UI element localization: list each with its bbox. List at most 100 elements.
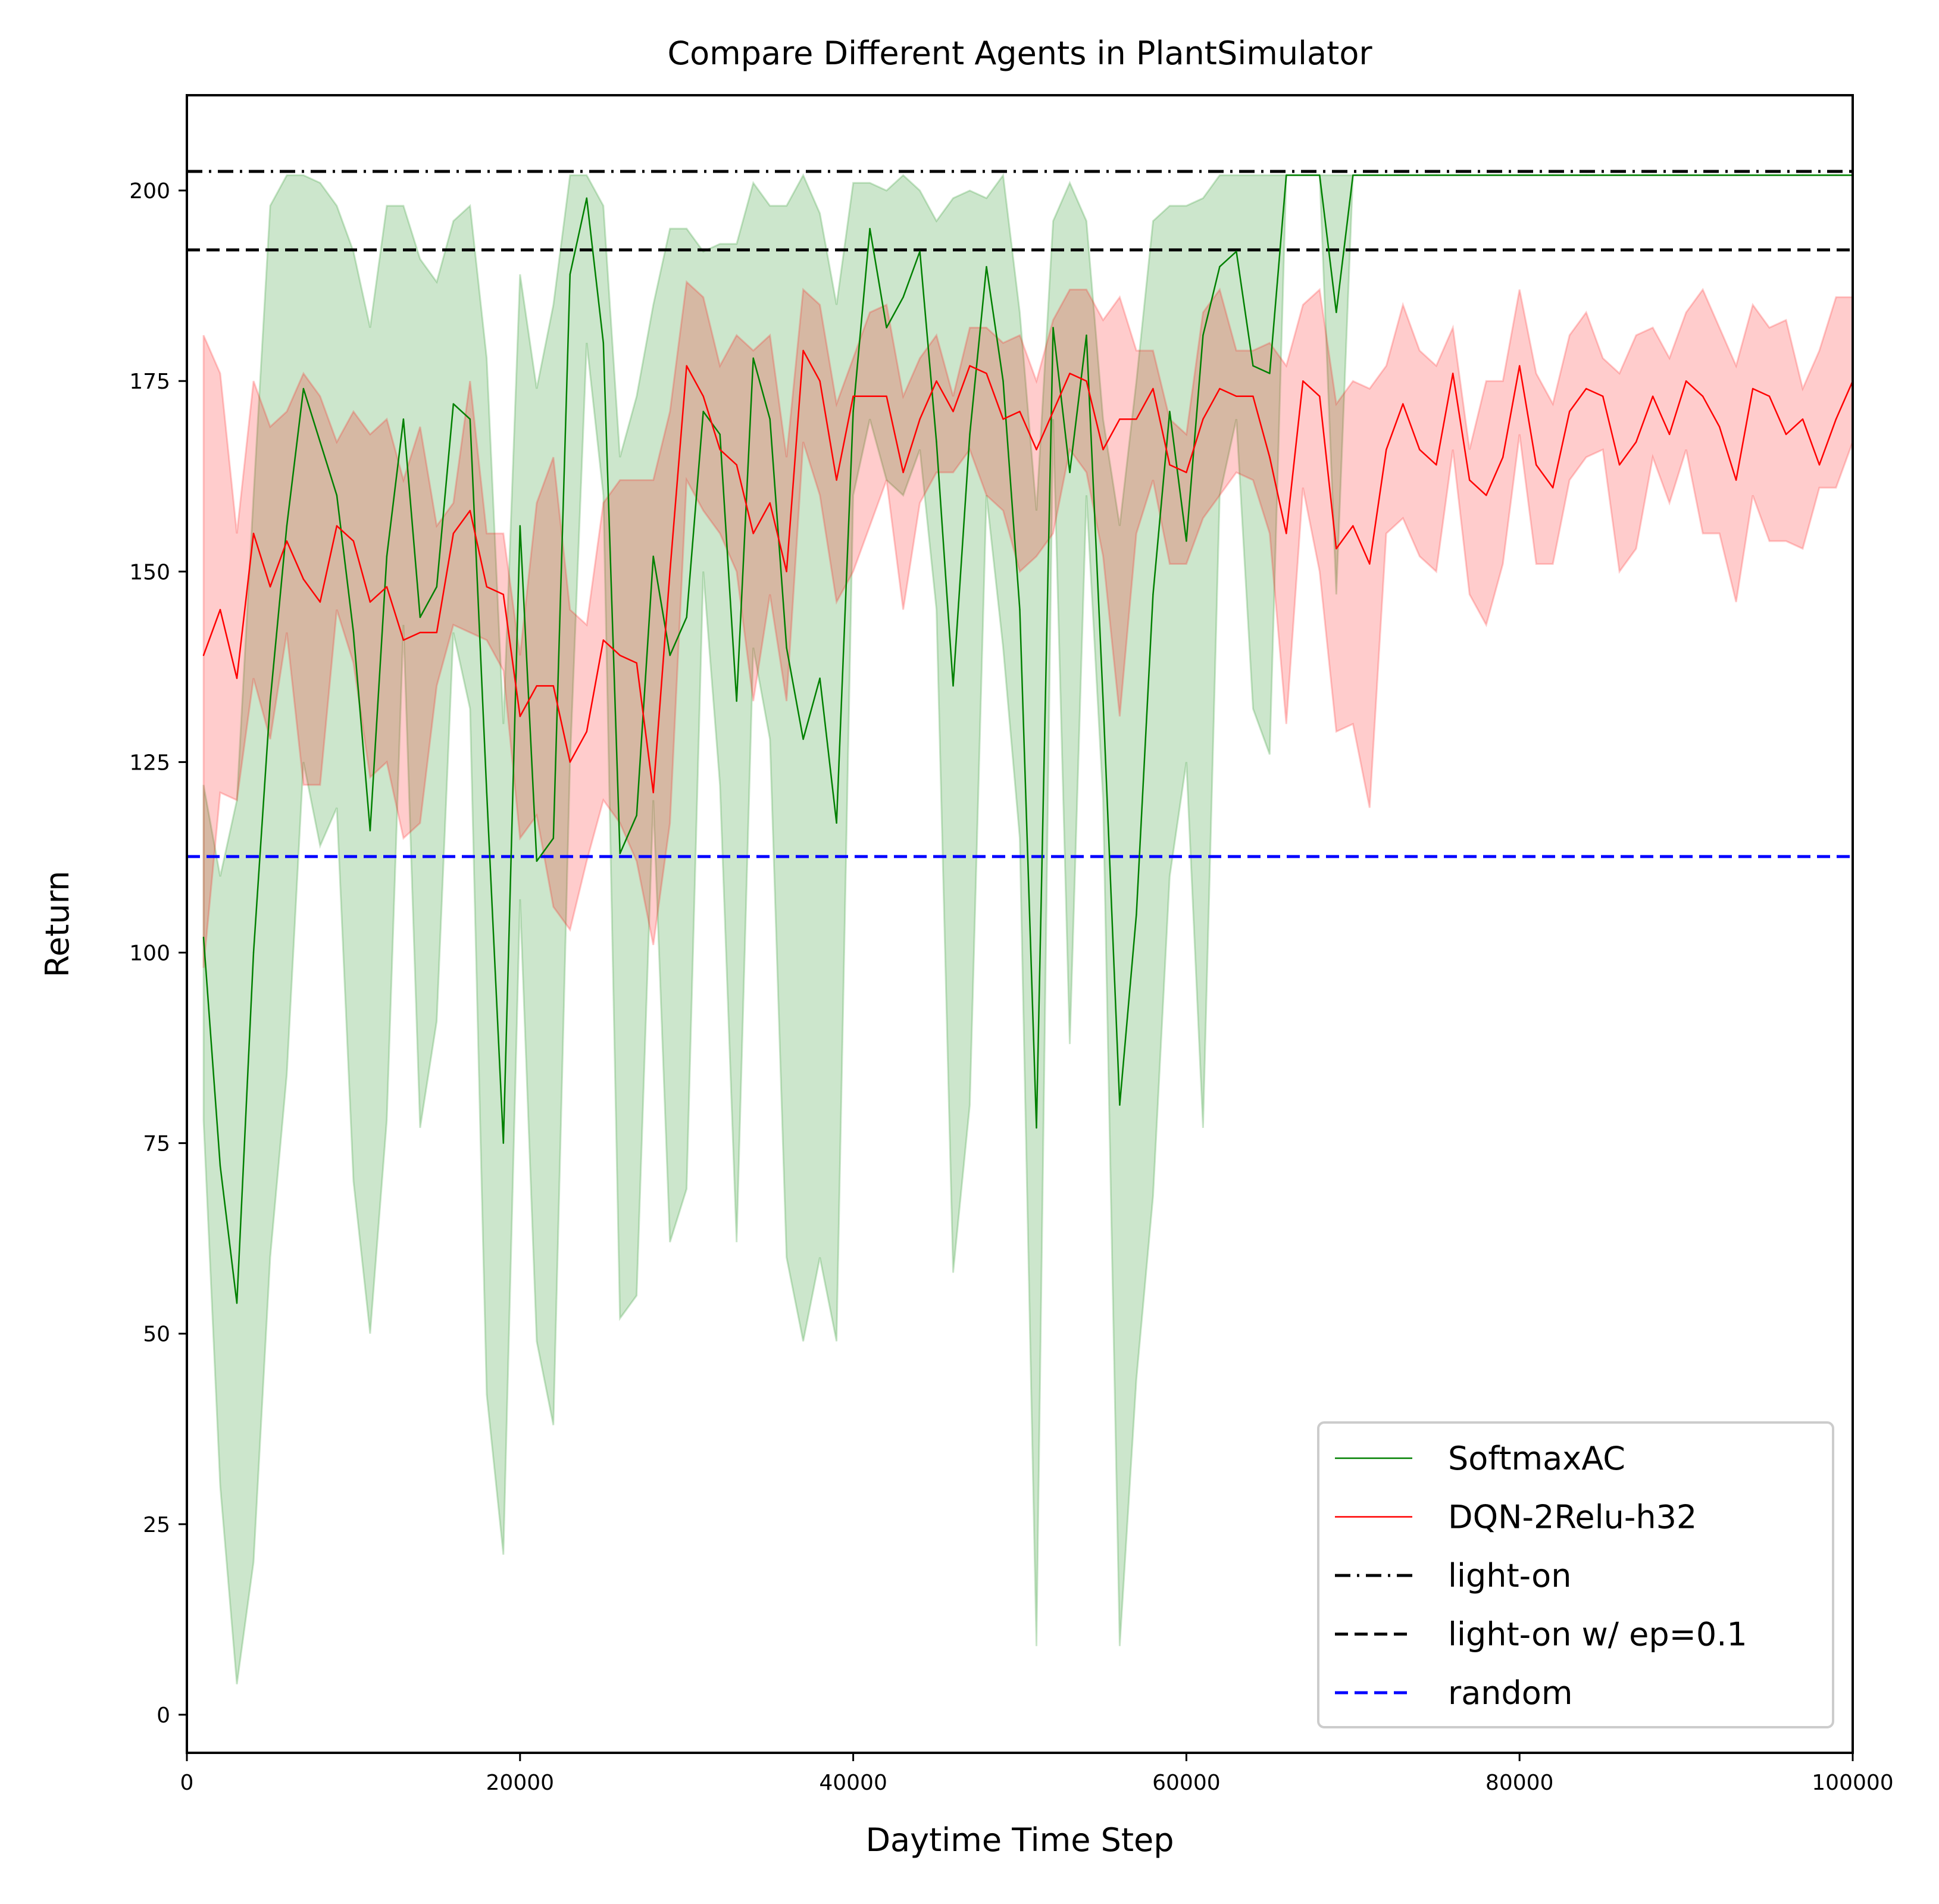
- point-dqn-2relu-h32: [419, 631, 421, 633]
- x-axis-label: Daytime Time Step: [865, 1821, 1174, 1859]
- legend-box: [1317, 1421, 1834, 1728]
- point-softmaxac: [1386, 174, 1387, 176]
- point-dqn-2relu-h32: [1502, 457, 1504, 458]
- series-lines: [202, 174, 1854, 1304]
- point-dqn-2relu-h32: [1302, 380, 1304, 382]
- point-dqn-2relu-h32: [869, 395, 871, 397]
- point-dqn-2relu-h32: [1436, 464, 1437, 466]
- point-softmaxac: [1152, 593, 1154, 595]
- point-dqn-2relu-h32: [436, 631, 437, 633]
- point-softmaxac: [1618, 174, 1621, 176]
- y-tick-label: 175: [129, 370, 170, 394]
- point-dqn-2relu-h32: [286, 540, 288, 542]
- point-softmaxac: [519, 525, 521, 527]
- point-dqn-2relu-h32: [819, 380, 821, 382]
- legend: SoftmaxAC DQN-2Relu-h32 light-on light-on w…: [1317, 1421, 1834, 1728]
- point-dqn-2relu-h32: [1002, 418, 1004, 420]
- plot-frame: [186, 94, 1854, 1754]
- point-softmaxac: [1685, 174, 1687, 176]
- point-softmaxac: [269, 700, 271, 702]
- point-softmaxac: [919, 251, 921, 252]
- y-tick-label: 125: [129, 751, 170, 775]
- legend-label: random: [1448, 1674, 1572, 1712]
- point-softmaxac: [1069, 471, 1071, 473]
- point-dqn-2relu-h32: [1286, 533, 1287, 534]
- point-softmaxac: [736, 700, 737, 702]
- x-tick-label: 40000: [819, 1771, 887, 1795]
- point-dqn-2relu-h32: [1485, 495, 1487, 496]
- point-softmaxac: [569, 273, 571, 276]
- point-softmaxac: [1569, 174, 1571, 176]
- point-dqn-2relu-h32: [552, 685, 554, 687]
- y-tick-label: 100: [129, 942, 170, 966]
- point-softmaxac: [1302, 174, 1304, 176]
- point-dqn-2relu-h32: [1202, 418, 1204, 420]
- point-dqn-2relu-h32: [1702, 395, 1704, 397]
- point-softmaxac: [352, 631, 355, 633]
- point-dqn-2relu-h32: [802, 349, 804, 352]
- point-softmaxac: [202, 936, 205, 939]
- point-softmaxac: [636, 814, 637, 817]
- point-dqn-2relu-h32: [736, 464, 737, 466]
- y-tick-label: 200: [129, 179, 170, 204]
- point-softmaxac: [986, 265, 987, 268]
- point-softmaxac: [536, 860, 537, 862]
- point-dqn-2relu-h32: [1735, 479, 1737, 481]
- point-dqn-2relu-h32: [752, 533, 754, 534]
- point-dqn-2relu-h32: [1668, 433, 1671, 435]
- point-softmaxac: [1402, 174, 1404, 176]
- line-softmaxac: [202, 174, 1853, 1304]
- point-dqn-2relu-h32: [886, 395, 887, 397]
- point-softmaxac: [1752, 174, 1754, 176]
- point-dqn-2relu-h32: [1785, 433, 1787, 435]
- point-dqn-2relu-h32: [936, 380, 937, 382]
- point-dqn-2relu-h32: [1252, 395, 1254, 397]
- point-dqn-2relu-h32: [269, 586, 271, 588]
- point-dqn-2relu-h32: [352, 540, 355, 542]
- point-dqn-2relu-h32: [636, 662, 637, 664]
- point-softmaxac: [1469, 174, 1471, 176]
- point-softmaxac: [1602, 174, 1604, 176]
- point-dqn-2relu-h32: [469, 509, 471, 512]
- point-softmaxac: [886, 327, 887, 329]
- point-dqn-2relu-h32: [1319, 395, 1321, 397]
- point-dqn-2relu-h32: [1569, 411, 1571, 412]
- point-softmaxac: [852, 411, 854, 412]
- point-dqn-2relu-h32: [252, 533, 255, 534]
- point-softmaxac: [969, 433, 971, 435]
- y-tick-label: 150: [129, 560, 170, 584]
- point-dqn-2relu-h32: [652, 792, 654, 793]
- point-dqn-2relu-h32: [486, 586, 487, 588]
- point-dqn-2relu-h32: [1036, 449, 1037, 451]
- point-dqn-2relu-h32: [1219, 387, 1221, 390]
- point-softmaxac: [336, 495, 338, 496]
- y-tick-label: 0: [157, 1703, 170, 1728]
- point-softmaxac: [1519, 174, 1521, 176]
- point-dqn-2relu-h32: [786, 571, 787, 573]
- point-softmaxac: [769, 418, 771, 420]
- point-softmaxac: [219, 1165, 221, 1167]
- point-dqn-2relu-h32: [1818, 464, 1821, 466]
- point-softmaxac: [586, 197, 587, 199]
- point-dqn-2relu-h32: [1052, 411, 1054, 412]
- point-softmaxac: [1002, 380, 1004, 382]
- point-dqn-2relu-h32: [836, 479, 837, 481]
- point-softmaxac: [1169, 411, 1171, 412]
- point-softmaxac: [602, 342, 604, 344]
- point-softmaxac: [1835, 174, 1837, 176]
- point-dqn-2relu-h32: [986, 373, 987, 374]
- point-dqn-2relu-h32: [1835, 418, 1837, 420]
- point-softmaxac: [802, 738, 804, 740]
- point-softmaxac: [819, 677, 821, 679]
- point-softmaxac: [1369, 174, 1371, 176]
- point-dqn-2relu-h32: [1352, 525, 1354, 527]
- point-softmaxac: [1352, 174, 1354, 176]
- point-softmaxac: [369, 830, 371, 831]
- point-softmaxac: [902, 296, 904, 298]
- point-softmaxac: [786, 647, 787, 649]
- point-softmaxac: [1286, 174, 1287, 176]
- point-softmaxac: [1585, 174, 1587, 176]
- point-softmaxac: [1319, 174, 1321, 176]
- point-softmaxac: [1036, 1127, 1037, 1129]
